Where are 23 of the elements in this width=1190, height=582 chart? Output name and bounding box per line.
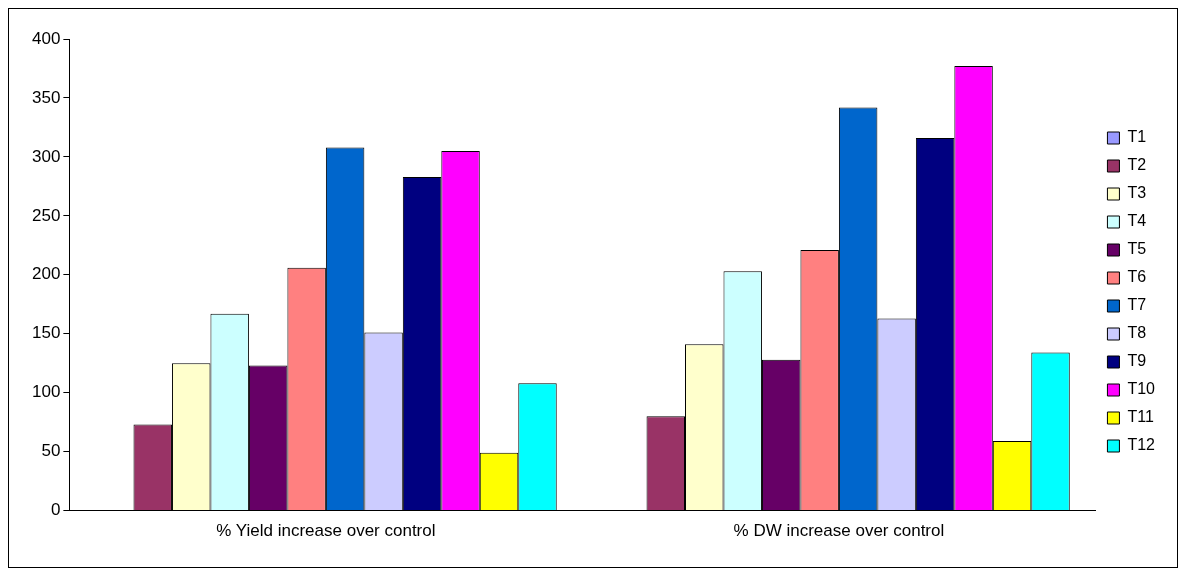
legend-label: T8	[1127, 324, 1147, 342]
x-tick-label: % DW increase over control	[733, 521, 945, 541]
y-tick-label: 150	[31, 323, 61, 343]
legend-label: T5	[1127, 240, 1147, 258]
legend-label: T9	[1127, 352, 1147, 370]
legend-label: T10	[1127, 380, 1156, 398]
y-tick-label: 300	[31, 146, 61, 166]
legend-label: T1	[1127, 128, 1147, 146]
y-tick-label: 350	[31, 87, 61, 107]
legend-label: T2	[1127, 156, 1147, 174]
legend-label: T12	[1127, 436, 1156, 454]
y-tick-label: 100	[31, 382, 61, 402]
y-tick-label: 250	[31, 205, 61, 225]
legend-label: T4	[1127, 212, 1147, 230]
legend-label: T6	[1127, 268, 1147, 286]
legend-label: T11	[1127, 408, 1154, 426]
y-tick-label: 400	[31, 28, 61, 48]
legend-label: T3	[1127, 184, 1147, 202]
legend-label: T7	[1127, 296, 1147, 314]
y-tick-label: 50	[41, 441, 61, 461]
y-tick-label: 0	[50, 500, 61, 520]
y-tick-label: 200	[31, 264, 61, 284]
x-tick-label: % Yield increase over control	[216, 521, 436, 541]
